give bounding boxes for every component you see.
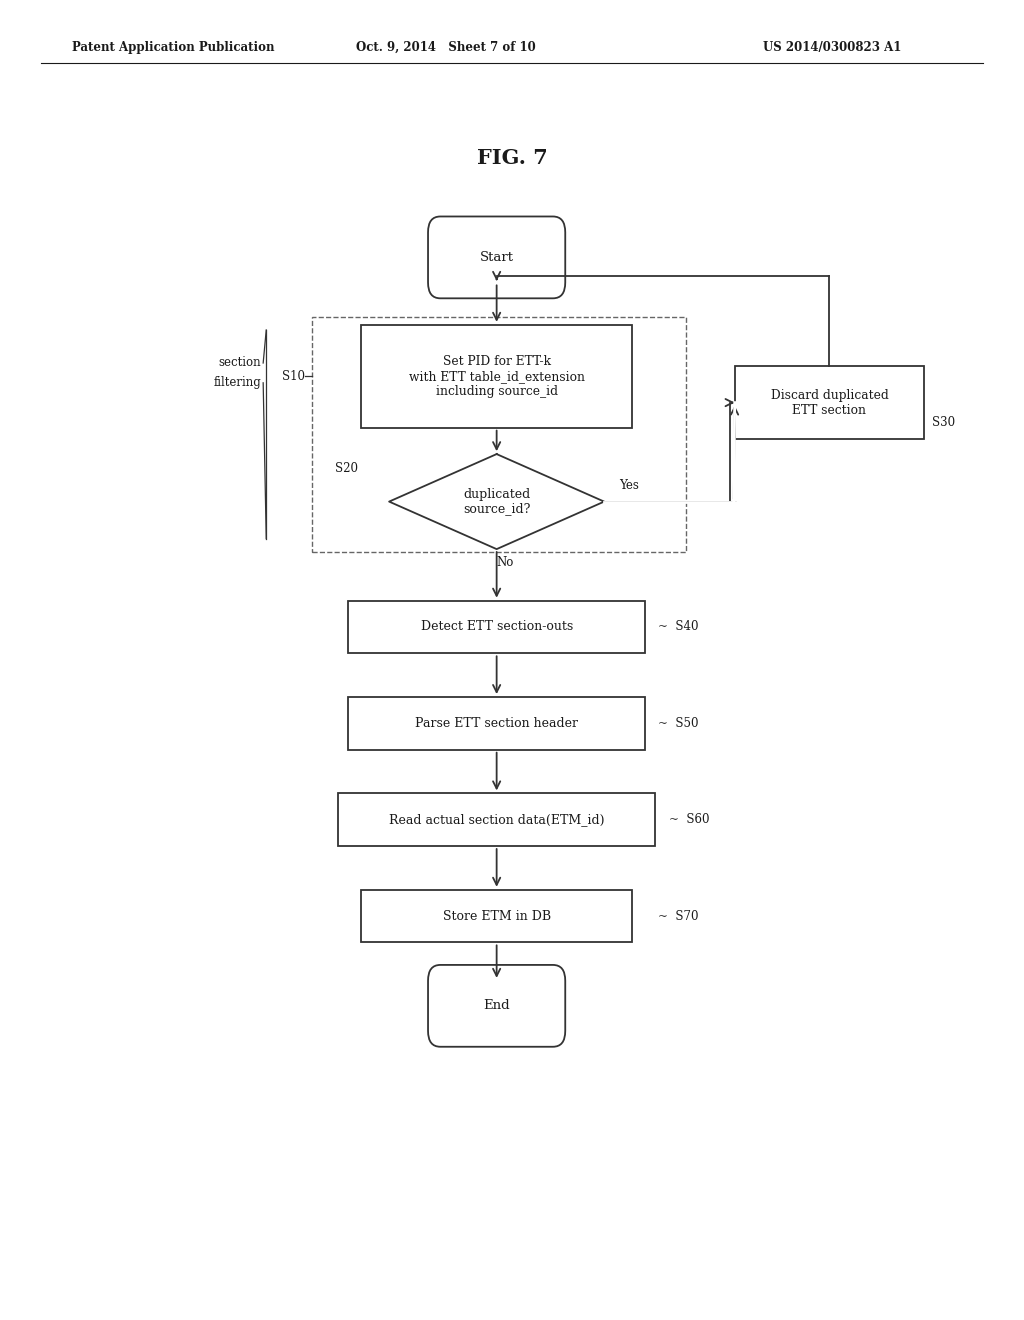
Text: ~  S40: ~ S40: [658, 620, 699, 634]
Text: filtering: filtering: [213, 376, 261, 389]
Text: End: End: [483, 999, 510, 1012]
FancyBboxPatch shape: [428, 965, 565, 1047]
Text: Read actual section data(ETM_id): Read actual section data(ETM_id): [389, 813, 604, 826]
Text: ~  S70: ~ S70: [658, 909, 699, 923]
Text: Store ETM in DB: Store ETM in DB: [442, 909, 551, 923]
Text: ~  S60: ~ S60: [669, 813, 710, 826]
Text: Detect ETT section-outs: Detect ETT section-outs: [421, 620, 572, 634]
Bar: [348, 601, 645, 653]
FancyBboxPatch shape: [428, 216, 565, 298]
Text: Start: Start: [479, 251, 514, 264]
Text: US 2014/0300823 A1: US 2014/0300823 A1: [763, 41, 901, 54]
Text: No: No: [497, 556, 513, 569]
Text: Parse ETT section header: Parse ETT section header: [415, 717, 579, 730]
Bar: [338, 793, 655, 846]
Text: duplicated
source_id?: duplicated source_id?: [463, 487, 530, 516]
Bar: [348, 697, 645, 750]
Text: Patent Application Publication: Patent Application Publication: [72, 41, 274, 54]
Text: Set PID for ETT-k
with ETT table_id_extension
including source_id: Set PID for ETT-k with ETT table_id_exte…: [409, 355, 585, 397]
Bar: [735, 366, 925, 438]
Polygon shape: [389, 454, 604, 549]
Text: S30: S30: [933, 416, 955, 429]
Text: ~  S50: ~ S50: [658, 717, 699, 730]
Bar: [360, 890, 632, 942]
Text: Oct. 9, 2014   Sheet 7 of 10: Oct. 9, 2014 Sheet 7 of 10: [355, 41, 536, 54]
Text: section: section: [218, 356, 261, 370]
Text: FIG. 7: FIG. 7: [476, 148, 548, 169]
Text: S10: S10: [283, 370, 305, 383]
Bar: [312, 317, 686, 552]
Text: Discard duplicated
ETT section: Discard duplicated ETT section: [771, 388, 888, 417]
Bar: [360, 325, 632, 428]
Text: S20: S20: [336, 462, 358, 475]
Text: Yes: Yes: [620, 479, 639, 492]
